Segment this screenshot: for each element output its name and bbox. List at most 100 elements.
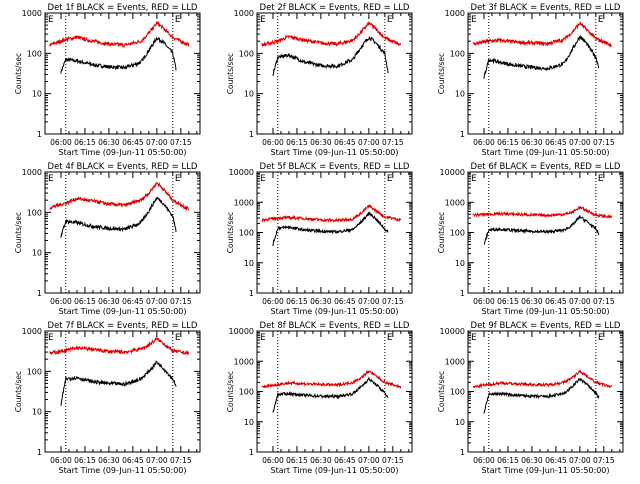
panel-mark: E bbox=[387, 174, 393, 184]
panel-det4: Det 4f BLACK = Events, RED = LLD 1 10 100 10… bbox=[14, 162, 201, 316]
panel-mark: E bbox=[260, 15, 266, 25]
y-axis-label: Counts/sec bbox=[14, 53, 23, 94]
x-tick-label: 07:15 bbox=[593, 138, 615, 147]
y-tick-label: 1000 bbox=[22, 327, 42, 336]
panel-mark: E bbox=[471, 15, 477, 25]
x-tick-label: 06:30 bbox=[98, 297, 120, 306]
x-tick-label: 07:15 bbox=[593, 297, 615, 306]
y-axis-label: Counts/sec bbox=[437, 212, 446, 253]
panel-mark: E bbox=[598, 15, 604, 25]
y-tick-label: 10 bbox=[32, 90, 42, 99]
y-tick-label: 100 bbox=[239, 229, 254, 238]
x-axis: 06:00 06:15 06:30 06:45 07:00 07:15 bbox=[262, 331, 410, 465]
lld-series-line bbox=[261, 369, 402, 390]
y-axis-label: Counts/sec bbox=[437, 371, 446, 412]
x-tick-label: 06:45 bbox=[334, 456, 356, 465]
x-tick-label: 07:00 bbox=[146, 138, 168, 147]
y-tick-label: 10 bbox=[455, 418, 465, 427]
events-series-line bbox=[60, 359, 177, 406]
y-tick-label: 10 bbox=[455, 259, 465, 268]
y-axis: 1 10 100 1000 bbox=[22, 168, 200, 298]
y-axis: 1 10 100 1000 10000 bbox=[229, 327, 412, 457]
x-tick-label: 06:30 bbox=[310, 138, 332, 147]
x-tick-label: 06:30 bbox=[521, 456, 543, 465]
x-tick-label: 07:00 bbox=[358, 297, 380, 306]
y-tick-label: 100 bbox=[450, 49, 465, 58]
x-axis-label: Start Time (09-Jun-11 05:50:00) bbox=[482, 466, 610, 475]
x-tick-label: 06:30 bbox=[98, 138, 120, 147]
x-tick-label: 07:15 bbox=[593, 456, 615, 465]
x-axis: 06:00 06:15 06:30 06:45 07:00 07:15 bbox=[262, 172, 410, 306]
events-series-line bbox=[272, 36, 389, 76]
panel-mark: E bbox=[48, 174, 54, 184]
y-tick-label: 10000 bbox=[440, 168, 465, 177]
x-tick-label: 07:00 bbox=[146, 456, 168, 465]
plot-frame bbox=[256, 330, 413, 453]
y-tick-label: 100 bbox=[450, 229, 465, 238]
y-tick-label: 1 bbox=[249, 289, 254, 298]
x-tick-label: 06:30 bbox=[310, 456, 332, 465]
x-axis: 06:00 06:15 06:30 06:45 07:00 07:15 bbox=[50, 331, 198, 465]
x-tick-label: 06:15 bbox=[497, 456, 519, 465]
panel-title: Det 8f BLACK = Events, RED = LLD bbox=[260, 321, 410, 331]
y-tick-label: 10 bbox=[244, 418, 254, 427]
events-series-line bbox=[483, 377, 600, 415]
y-axis-label: Counts/sec bbox=[226, 212, 235, 253]
panel-det6: Det 6f BLACK = Events, RED = LLD 1 10 100 10… bbox=[437, 162, 624, 316]
panel-mark: E bbox=[175, 15, 181, 25]
x-axis-label: Start Time (09-Jun-11 05:50:00) bbox=[59, 466, 187, 475]
lld-series-line bbox=[261, 21, 401, 48]
x-tick-label: 06:00 bbox=[473, 456, 495, 465]
y-tick-label: 10 bbox=[244, 259, 254, 268]
y-tick-label: 100 bbox=[27, 49, 42, 58]
panel-mark: E bbox=[48, 15, 54, 25]
y-tick-label: 1 bbox=[460, 289, 465, 298]
panel-mark: E bbox=[471, 174, 477, 184]
x-tick-label: 06:45 bbox=[122, 297, 144, 306]
y-tick-label: 1000 bbox=[445, 9, 465, 18]
x-tick-label: 06:15 bbox=[74, 138, 96, 147]
events-series-line bbox=[60, 36, 177, 74]
panel-title: Det 3f BLACK = Events, RED = LLD bbox=[471, 3, 621, 13]
x-tick-label: 07:15 bbox=[382, 297, 404, 306]
plot-frame bbox=[256, 171, 413, 294]
panel-title: Det 6f BLACK = Events, RED = LLD bbox=[471, 162, 621, 172]
x-axis-label: Start Time (09-Jun-11 05:50:00) bbox=[271, 307, 399, 316]
x-tick-label: 06:45 bbox=[545, 456, 567, 465]
events-series-line bbox=[272, 376, 389, 413]
y-tick-label: 1000 bbox=[234, 9, 254, 18]
lld-series-line bbox=[49, 336, 190, 356]
y-tick-label: 100 bbox=[239, 388, 254, 397]
y-axis: 1 10 100 1000 bbox=[445, 9, 623, 139]
panel-det9: Det 9f BLACK = Events, RED = LLD 1 10 100 10… bbox=[437, 321, 624, 475]
panel-mark: E bbox=[175, 174, 181, 184]
x-tick-label: 06:15 bbox=[286, 138, 308, 147]
x-tick-label: 06:00 bbox=[262, 456, 284, 465]
x-tick-label: 06:00 bbox=[262, 297, 284, 306]
panel-title: Det 4f BLACK = Events, RED = LLD bbox=[48, 162, 198, 172]
lld-series-line bbox=[472, 21, 613, 48]
x-axis: 06:00 06:15 06:30 06:45 07:00 07:15 bbox=[473, 13, 621, 147]
x-tick-label: 07:00 bbox=[569, 456, 591, 465]
panel-det5: Det 5f BLACK = Events, RED = LLD 1 10 100 10… bbox=[226, 162, 413, 316]
y-axis: 1 10 100 1000 bbox=[234, 9, 412, 139]
y-tick-label: 1 bbox=[249, 130, 254, 139]
panel-mark: E bbox=[260, 174, 266, 184]
plot-frame bbox=[44, 330, 201, 453]
y-tick-label: 100 bbox=[27, 208, 42, 217]
x-tick-label: 06:45 bbox=[334, 297, 356, 306]
panel-title: Det 2f BLACK = Events, RED = LLD bbox=[260, 3, 410, 13]
x-tick-label: 07:15 bbox=[382, 138, 404, 147]
x-tick-label: 06:45 bbox=[545, 297, 567, 306]
y-tick-label: 1000 bbox=[22, 9, 42, 18]
y-axis-label: Counts/sec bbox=[14, 371, 23, 412]
panel-title: Det 7f BLACK = Events, RED = LLD bbox=[48, 321, 198, 331]
panel-mark: E bbox=[598, 333, 604, 343]
x-tick-label: 06:15 bbox=[497, 297, 519, 306]
y-tick-label: 1000 bbox=[234, 357, 254, 366]
panel-mark: E bbox=[471, 333, 477, 343]
y-tick-label: 10 bbox=[244, 90, 254, 99]
x-tick-label: 06:00 bbox=[50, 138, 72, 147]
panel-mark: E bbox=[48, 333, 54, 343]
